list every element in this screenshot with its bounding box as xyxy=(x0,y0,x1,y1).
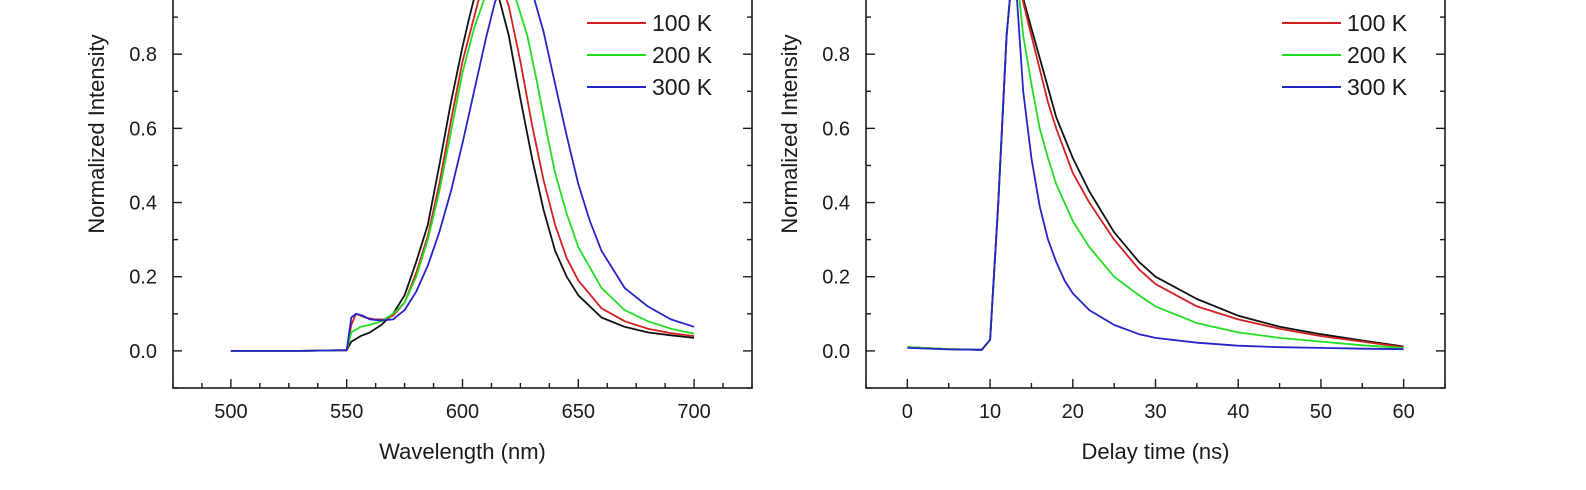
axis-ticks xyxy=(865,16,1446,389)
y-tick-label: 0.0 xyxy=(129,341,157,363)
y-axis-title: Normalized Intensity xyxy=(84,34,109,233)
legend: 100 K 200 K 300 K xyxy=(1282,10,1408,100)
y-tick-label: 0.0 xyxy=(822,341,850,363)
x-tick-label: 20 xyxy=(1062,401,1084,423)
series-line-0 xyxy=(907,0,1404,351)
x-tick-label: 30 xyxy=(1144,401,1166,423)
series-line-2 xyxy=(907,0,1404,351)
y-tick-label: 0.2 xyxy=(822,267,850,289)
series-lines xyxy=(230,0,695,352)
series-line-2 xyxy=(230,0,695,352)
x-tick-label: 0 xyxy=(902,401,913,423)
y-axis-title: Normalized Intensity xyxy=(777,34,802,233)
y-tick-label: 0.2 xyxy=(129,267,157,289)
series-line-1 xyxy=(230,0,695,352)
y-tick-label: 0.8 xyxy=(822,44,850,66)
legend-label: 100 K xyxy=(652,10,713,36)
x-tick-label: 10 xyxy=(979,401,1001,423)
x-axis-title: Delay time (ns) xyxy=(1082,439,1230,464)
x-tick-label: 700 xyxy=(677,401,710,423)
x-tick-label: 60 xyxy=(1393,401,1415,423)
x-tick-label: 40 xyxy=(1227,401,1249,423)
series-line-3 xyxy=(907,0,1404,351)
series-lines xyxy=(907,0,1404,351)
series-line-1 xyxy=(907,0,1404,351)
axis-ticks xyxy=(172,16,753,389)
x-tick-label: 650 xyxy=(562,401,595,423)
y-tick-label: 0.6 xyxy=(822,118,850,140)
legend-label: 200 K xyxy=(652,42,713,68)
legend-label: 200 K xyxy=(1347,42,1408,68)
x-tick-label: 50 xyxy=(1310,401,1332,423)
decay-chart: 0 10 20 30 40 50 60 0.0 0.2 0.4 0.6 0.8 Delay time… xyxy=(777,0,1446,464)
x-tick-labels: 500 550 600 650 700 xyxy=(214,401,711,423)
x-tick-label: 550 xyxy=(330,401,363,423)
spectra-chart: 500 550 600 650 700 0.0 0.2 0.4 0.6 0.8 Waveleng… xyxy=(84,0,753,464)
y-tick-label: 0.8 xyxy=(129,44,157,66)
x-axis-title: Wavelength (nm) xyxy=(379,439,546,464)
y-tick-labels: 0.0 0.2 0.4 0.6 0.8 xyxy=(129,44,157,363)
x-tick-labels: 0 10 20 30 40 50 60 xyxy=(902,401,1415,423)
series-line-3 xyxy=(230,0,695,352)
legend: 100 K 200 K 300 K xyxy=(587,10,713,100)
x-tick-label: 600 xyxy=(446,401,479,423)
x-tick-label: 500 xyxy=(214,401,247,423)
legend-label: 300 K xyxy=(1347,74,1408,100)
y-tick-label: 0.4 xyxy=(129,193,157,215)
y-tick-label: 0.4 xyxy=(822,193,850,215)
y-tick-label: 0.6 xyxy=(129,118,157,140)
legend-label: 300 K xyxy=(652,74,713,100)
series-line-0 xyxy=(230,0,695,352)
y-tick-labels: 0.0 0.2 0.4 0.6 0.8 xyxy=(822,44,850,363)
legend-label: 100 K xyxy=(1347,10,1408,36)
